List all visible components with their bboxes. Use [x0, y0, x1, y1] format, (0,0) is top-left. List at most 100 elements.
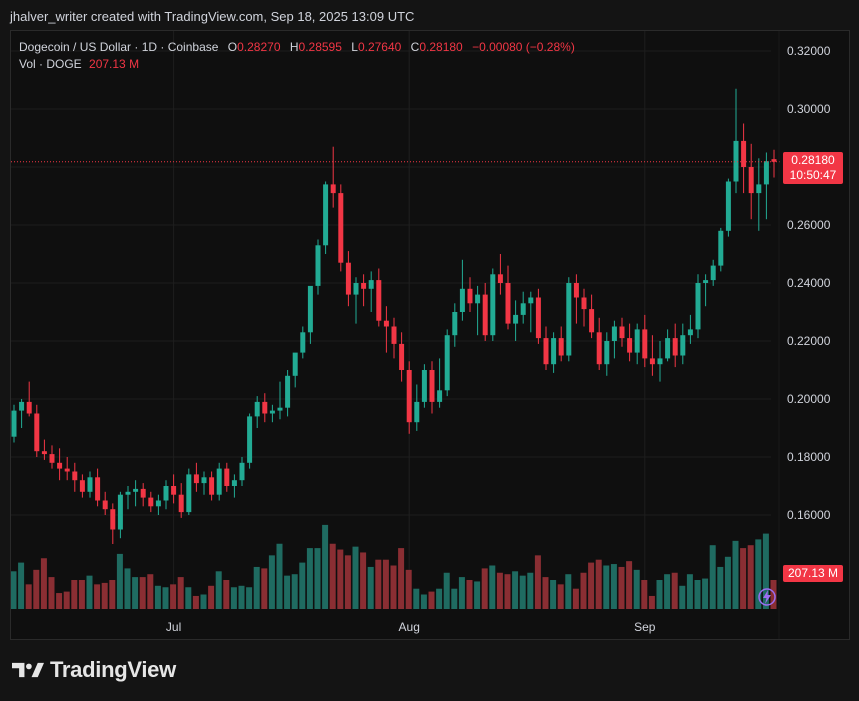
- volume-bar: [519, 575, 526, 609]
- chart-area[interactable]: 0.16000 0.18000 0.20000 0.22000 0.24000 0.260…: [10, 30, 850, 640]
- volume-bar: [702, 578, 709, 609]
- volume-bar: [170, 584, 177, 609]
- volume-bar: [550, 580, 557, 609]
- candle-body: [695, 283, 701, 330]
- candle-body: [72, 471, 78, 481]
- x-tick-label: Aug: [399, 620, 420, 634]
- y-tick-label: 0.20000: [787, 392, 831, 406]
- candle-body: [110, 509, 116, 530]
- y-tick-label: 0.32000: [787, 44, 831, 58]
- candle-body: [155, 500, 161, 507]
- volume-bar: [261, 568, 268, 609]
- candle-body: [262, 401, 268, 414]
- volume-bar: [109, 580, 116, 609]
- x-tick-label: Jul: [166, 620, 181, 634]
- volume-bar: [740, 548, 747, 609]
- volume-bar: [329, 543, 336, 609]
- candle-body: [444, 335, 450, 391]
- volume-bar: [557, 584, 564, 609]
- candle-body: [163, 486, 169, 501]
- volume-bar: [724, 556, 731, 609]
- volume-bar: [116, 553, 123, 609]
- candle-body: [528, 297, 534, 304]
- candle-body: [300, 332, 306, 353]
- candle-body: [680, 335, 686, 356]
- candle-body: [733, 140, 739, 182]
- volume-bar: [11, 571, 17, 609]
- legend-open-key: O: [227, 40, 238, 54]
- flash-icon[interactable]: [757, 587, 777, 607]
- volume-bar: [648, 595, 655, 609]
- volume-bar: [314, 548, 321, 609]
- candle-body: [292, 352, 298, 376]
- volume-bar: [717, 566, 724, 609]
- candle-body: [285, 375, 291, 408]
- legend-high-key: H: [289, 40, 299, 54]
- volume-bar: [580, 572, 587, 609]
- candle-body: [665, 338, 671, 359]
- volume-bar: [284, 575, 291, 609]
- volume-bar: [215, 571, 222, 609]
- volume-bar: [390, 565, 397, 609]
- candle-body: [611, 326, 617, 341]
- candle-body: [117, 494, 123, 530]
- candle-body: [672, 338, 678, 356]
- volume-bar: [610, 564, 617, 609]
- candle-body: [459, 288, 465, 312]
- candle-body: [254, 401, 260, 417]
- volume-bar: [101, 582, 108, 609]
- volume-bar: [246, 587, 253, 609]
- candle-body: [452, 312, 458, 336]
- candle-body: [490, 274, 496, 336]
- y-tick-label: 0.16000: [787, 508, 831, 522]
- candle-body: [368, 280, 374, 289]
- candle-body: [581, 297, 587, 310]
- candle-body: [642, 329, 648, 359]
- candle-body: [596, 332, 602, 365]
- legend-close-key: C: [410, 40, 420, 54]
- candle-body: [269, 410, 275, 414]
- candlestick-chart[interactable]: 0.16000 0.18000 0.20000 0.22000 0.24000 0.260…: [11, 31, 849, 639]
- volume-bar: [367, 566, 374, 609]
- candle-body: [414, 401, 420, 423]
- candle-body: [703, 280, 709, 283]
- candle-body: [406, 370, 412, 423]
- legend-symbol[interactable]: Dogecoin / US Dollar · 1D · Coinbase: [19, 40, 219, 54]
- volume-bar: [276, 543, 283, 609]
- candle-body: [307, 285, 313, 333]
- candle-body: [566, 283, 572, 356]
- last-price-tag: 0.28180 10:50:47: [783, 152, 843, 184]
- volume-bar: [527, 572, 534, 609]
- candle-body: [604, 341, 610, 365]
- candle-body: [178, 494, 184, 513]
- candle-body: [437, 390, 443, 402]
- candle-body: [231, 480, 237, 486]
- legend-volume-row: Vol · DOGE 207.13 M: [19, 56, 575, 73]
- candle-body: [543, 338, 549, 365]
- volume-bar: [86, 575, 93, 609]
- legend-volume-value: 207.13 M: [89, 57, 140, 71]
- legend-volume-label[interactable]: Vol · DOGE: [19, 57, 82, 71]
- candle-body: [619, 326, 625, 339]
- legend-close-value: 0.28180: [419, 40, 463, 54]
- volume-bar: [375, 559, 382, 609]
- candle-body: [429, 370, 435, 402]
- volume-bar: [132, 577, 139, 609]
- volume-bar: [572, 588, 579, 609]
- candle-body: [376, 280, 382, 321]
- volume-bar: [436, 588, 443, 609]
- candle-body: [11, 410, 17, 437]
- volume-bar: [253, 566, 260, 609]
- candle-body: [323, 184, 329, 246]
- volume-bar: [382, 559, 389, 609]
- volume-bar: [48, 577, 55, 609]
- volume-bar: [208, 585, 215, 609]
- volume-bar: [565, 574, 572, 609]
- volume-bar: [709, 545, 716, 609]
- candle-body: [771, 159, 777, 162]
- volume-bar: [626, 561, 633, 609]
- volume-bar: [139, 577, 146, 609]
- chart-attribution: jhalver_writer created with TradingView.…: [10, 9, 415, 24]
- candle-body: [239, 462, 245, 481]
- candle-body: [383, 320, 389, 327]
